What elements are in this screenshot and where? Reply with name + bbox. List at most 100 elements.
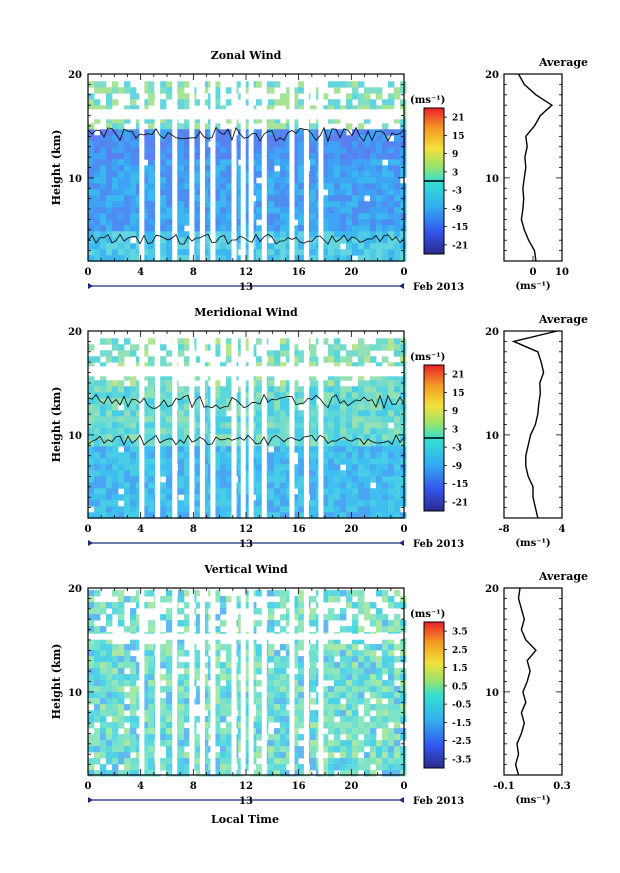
heatmap-cell <box>106 177 113 184</box>
heatmap-cell <box>160 656 167 663</box>
heatmap-cell <box>130 500 137 507</box>
heatmap-cell <box>352 129 359 136</box>
heatmap-cell <box>340 237 347 244</box>
heatmap-cell <box>142 494 149 501</box>
heatmap-cell <box>88 422 95 429</box>
heatmap-cell <box>88 201 95 208</box>
heatmap-cell <box>220 135 227 142</box>
heatmap-cell <box>298 710 305 717</box>
heatmap-cell <box>226 147 233 154</box>
heatmap-cell <box>214 626 221 633</box>
heatmap-cell <box>256 764 263 771</box>
heatmap-cell <box>382 135 389 142</box>
heatmap-cell <box>310 171 317 178</box>
zero-contour <box>87 126 405 143</box>
heatmap-cell <box>364 656 371 663</box>
heatmap-cell <box>226 464 233 471</box>
heatmap-cell <box>364 416 371 423</box>
heatmap-cell <box>328 434 335 441</box>
heatmap-cell <box>310 446 317 453</box>
heatmap-cell <box>334 746 341 753</box>
heatmap-cell <box>202 500 209 507</box>
heatmap-cell <box>310 249 317 256</box>
heatmap-cell <box>352 476 359 483</box>
heatmap-cell <box>358 99 365 106</box>
heatmap-cell <box>184 710 191 717</box>
heatmap-cell <box>388 728 395 735</box>
heatmap-cell <box>220 416 227 423</box>
heatmap-cell <box>88 105 95 112</box>
heatmap-cell <box>370 500 377 507</box>
heatmap-cell <box>280 614 287 621</box>
heatmap-cell <box>244 129 251 136</box>
heatmap-cell <box>196 626 203 633</box>
heatmap-cell <box>184 716 191 723</box>
heatmap-cell <box>328 380 335 387</box>
heatmap-cell <box>184 249 191 256</box>
heatmap-cell <box>268 428 275 435</box>
heatmap-cell <box>166 710 173 717</box>
heatmap-cell <box>364 488 371 495</box>
heatmap-cell <box>334 446 341 453</box>
heatmap-cell <box>112 219 119 226</box>
heatmap-cell <box>328 662 335 669</box>
heatmap-cell <box>178 758 185 765</box>
heatmap-cell <box>118 135 125 142</box>
heatmap-cell <box>184 386 191 393</box>
heatmap-cell <box>256 662 263 669</box>
heatmap-cell <box>298 165 305 172</box>
heatmap-cell <box>106 650 113 657</box>
heatmap-cell <box>148 87 155 94</box>
heatmap-cell <box>256 500 263 507</box>
heatmap-cell <box>352 243 359 250</box>
heatmap-cell <box>382 668 389 675</box>
heatmap-cell <box>160 344 167 351</box>
heatmap-cell <box>340 716 347 723</box>
heatmap-cell <box>94 446 101 453</box>
heatmap-cell <box>358 656 365 663</box>
heatmap-cell <box>346 213 353 220</box>
heatmap-cell <box>376 722 383 729</box>
heatmap-cell <box>184 356 191 363</box>
heatmap-cell <box>322 201 329 208</box>
heatmap-cell <box>388 213 395 220</box>
heatmap-cell <box>148 758 155 765</box>
heatmap-cell <box>298 608 305 615</box>
heatmap-cell <box>130 147 137 154</box>
heatmap-cell <box>286 183 293 190</box>
heatmap-cell <box>280 602 287 609</box>
heatmap-cell <box>298 488 305 495</box>
heatmap-cell <box>400 105 407 112</box>
heatmap-cell <box>124 135 131 142</box>
heatmap-cell <box>148 201 155 208</box>
heatmap-cell <box>94 207 101 214</box>
heatmap-cell <box>376 249 383 256</box>
heatmap-cell <box>328 117 335 124</box>
heatmap-cell <box>322 692 329 699</box>
heatmap-cell <box>166 189 173 196</box>
heatmap-cell <box>184 398 191 405</box>
date-label: Feb 2013 <box>413 282 464 293</box>
heatmap-cell <box>178 464 185 471</box>
heatmap-cell <box>292 117 299 124</box>
heatmap-cell <box>214 428 221 435</box>
x-tick-label: 8 <box>190 267 197 278</box>
x-tick-label: 20 <box>344 524 358 535</box>
heatmap-cell <box>220 758 227 765</box>
heatmap-cell <box>226 344 233 351</box>
heatmap-cell <box>292 243 299 250</box>
heatmap-cell <box>268 410 275 417</box>
heatmap-cell <box>394 704 401 711</box>
heatmap-cell <box>388 620 395 627</box>
heatmap-cell <box>214 93 221 100</box>
heatmap-cell <box>118 590 125 597</box>
heatmap-cell <box>214 758 221 765</box>
heatmap-cell <box>136 464 143 471</box>
heatmap-cell <box>226 752 233 759</box>
heatmap-cell <box>382 590 389 597</box>
heatmap-cell <box>274 410 281 417</box>
heatmap-cell <box>88 674 95 681</box>
heatmap-cell <box>202 404 209 411</box>
heatmap-cell <box>124 81 131 88</box>
